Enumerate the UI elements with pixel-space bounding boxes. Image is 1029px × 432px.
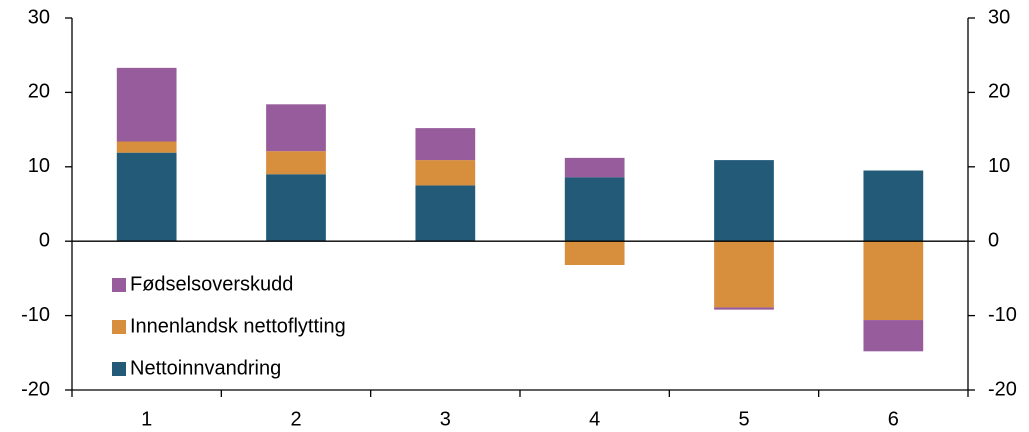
- bar: [415, 185, 476, 242]
- y-tick-label: 10: [28, 155, 50, 177]
- bar: [415, 128, 476, 161]
- legend-swatch: [112, 320, 126, 334]
- bar: [116, 141, 177, 153]
- legend-swatch: [112, 278, 126, 292]
- legend-label: Fødselsoverskudd: [130, 273, 293, 295]
- bar: [266, 151, 326, 175]
- bar: [415, 160, 476, 186]
- y2-tick-label: 30: [988, 6, 1010, 28]
- bar: [266, 104, 326, 152]
- x-tick-label: 2: [290, 408, 301, 430]
- bar: [266, 174, 326, 242]
- x-tick-label: 3: [440, 408, 451, 430]
- bar: [863, 320, 924, 352]
- y-tick-label: -20: [21, 378, 50, 400]
- bar: [116, 67, 177, 142]
- bar: [714, 241, 774, 308]
- legend-label: Nettoinnvandring: [130, 357, 281, 379]
- y2-tick-label: 20: [988, 81, 1010, 103]
- x-tick-label: 4: [589, 408, 600, 430]
- x-tick-label: 6: [888, 408, 899, 430]
- y2-tick-label: -10: [988, 304, 1017, 326]
- bar: [714, 307, 774, 310]
- y-tick-label: -10: [21, 304, 50, 326]
- y-tick-label: 0: [39, 229, 50, 251]
- y2-tick-label: 0: [988, 229, 999, 251]
- y2-tick-label: -20: [988, 378, 1017, 400]
- y-tick-label: 30: [28, 6, 50, 28]
- x-tick-label: 1: [141, 408, 152, 430]
- y-tick-label: 20: [28, 81, 50, 103]
- bar: [714, 160, 774, 242]
- bar: [564, 177, 625, 242]
- legend-swatch: [112, 362, 126, 376]
- bar: [564, 157, 625, 178]
- x-tick-label: 5: [738, 408, 749, 430]
- bar: [863, 170, 924, 242]
- bar: [564, 241, 625, 266]
- y2-tick-label: 10: [988, 155, 1010, 177]
- bar: [116, 152, 177, 242]
- legend-label: Innenlandsk nettoflytting: [130, 315, 346, 337]
- bar: [863, 241, 924, 321]
